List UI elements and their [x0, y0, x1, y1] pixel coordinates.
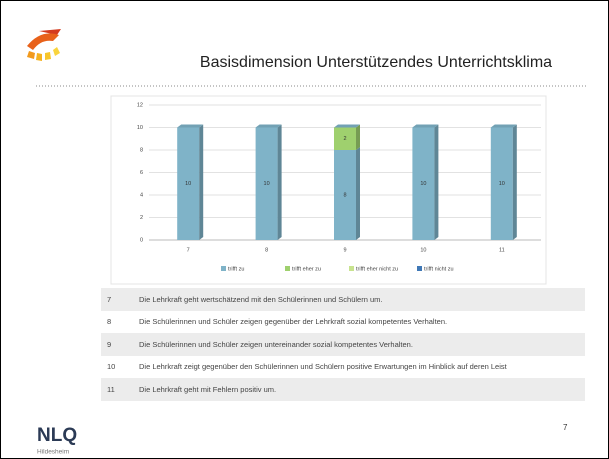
legend-swatch — [349, 266, 354, 271]
table-row: 10 Die Lehrkraft zeigt gegenüber den Schü… — [101, 356, 585, 379]
statement-text: Die Lehrkraft zeigt gegenüber den Schüle… — [139, 362, 507, 372]
bar-side — [512, 124, 517, 240]
legend-label: trifft zu — [228, 266, 244, 272]
bar-side — [356, 147, 360, 240]
table-row: 8 Die Schülerinnen und Schüler zeigen geg… — [101, 311, 585, 334]
legend-swatch — [285, 266, 290, 271]
statement-number: 11 — [107, 384, 115, 394]
bar-segment — [490, 127, 513, 240]
page-number: 7 — [563, 423, 568, 432]
statement-text: Die Schülerinnen und Schüler zeigen unte… — [139, 339, 413, 349]
statement-number: 10 — [107, 362, 116, 372]
y-tick-label: 8 — [140, 147, 143, 153]
x-tick-label: 8 — [265, 247, 268, 253]
table-row: 11 Die Lehrkraft geht mit Fehlern positiv… — [101, 378, 585, 401]
bar-top — [255, 124, 282, 128]
x-tick-label: 10 — [420, 247, 426, 253]
logo-icon — [27, 29, 61, 61]
bar-segment — [334, 127, 356, 150]
logo-subtitle: Hildesheim — [37, 449, 69, 456]
bar-top — [177, 124, 204, 128]
bar-segment — [255, 127, 278, 240]
logo-text: NLQ — [37, 425, 77, 446]
statement-table: 7 Die Lehrkraft geht wertschätzend mit de… — [101, 288, 585, 401]
x-tick-label: 11 — [499, 247, 505, 253]
data-label: 10 — [185, 181, 191, 187]
legend-label: trifft nicht zu — [424, 266, 454, 272]
statement-text: Die Schülerinnen und Schüler zeigen gege… — [139, 317, 448, 327]
y-tick-label: 6 — [140, 170, 143, 176]
statement-number: 8 — [107, 317, 112, 327]
slide-title: Basisdimension Unterstützendes Unterrich… — [200, 54, 552, 71]
data-label: 10 — [420, 181, 426, 187]
legend-swatch — [417, 266, 422, 271]
y-tick-label: 0 — [140, 237, 143, 243]
bar-top — [334, 124, 360, 128]
data-label: 2 — [343, 136, 346, 142]
legend-label: trifft eher zu — [292, 266, 321, 272]
x-tick-label: 9 — [343, 247, 346, 253]
statement-text: Die Lehrkraft geht wertschätzend mit den… — [139, 294, 383, 304]
y-tick-label: 12 — [137, 102, 143, 108]
legend-swatch — [221, 266, 226, 271]
table-row: 9 Die Schülerinnen und Schüler zeigen unt… — [101, 333, 585, 356]
statement-number: 9 — [107, 339, 112, 349]
bar-side — [199, 124, 204, 240]
legend-label: trifft eher nicht zu — [356, 266, 398, 272]
x-tick-label: 7 — [187, 247, 190, 253]
chart-area — [110, 95, 547, 285]
bar-side — [434, 124, 439, 240]
data-label: 10 — [264, 181, 270, 187]
y-tick-label: 4 — [140, 192, 143, 198]
bar-side — [356, 124, 360, 150]
bar-segment — [412, 127, 435, 240]
data-label: 10 — [499, 181, 505, 187]
statement-number: 7 — [107, 294, 112, 304]
bar-top — [412, 124, 439, 128]
bar-segment — [334, 150, 356, 240]
table-row: 7 Die Lehrkraft geht wertschätzend mit de… — [101, 288, 585, 311]
y-tick-label: 10 — [137, 125, 143, 131]
bar-top — [490, 124, 517, 128]
bar-side — [277, 124, 282, 240]
bar-segment — [177, 127, 200, 240]
y-tick-label: 2 — [140, 215, 143, 221]
statement-text: Die Lehrkraft geht mit Fehlern positiv u… — [139, 384, 277, 394]
data-label: 8 — [343, 192, 346, 198]
